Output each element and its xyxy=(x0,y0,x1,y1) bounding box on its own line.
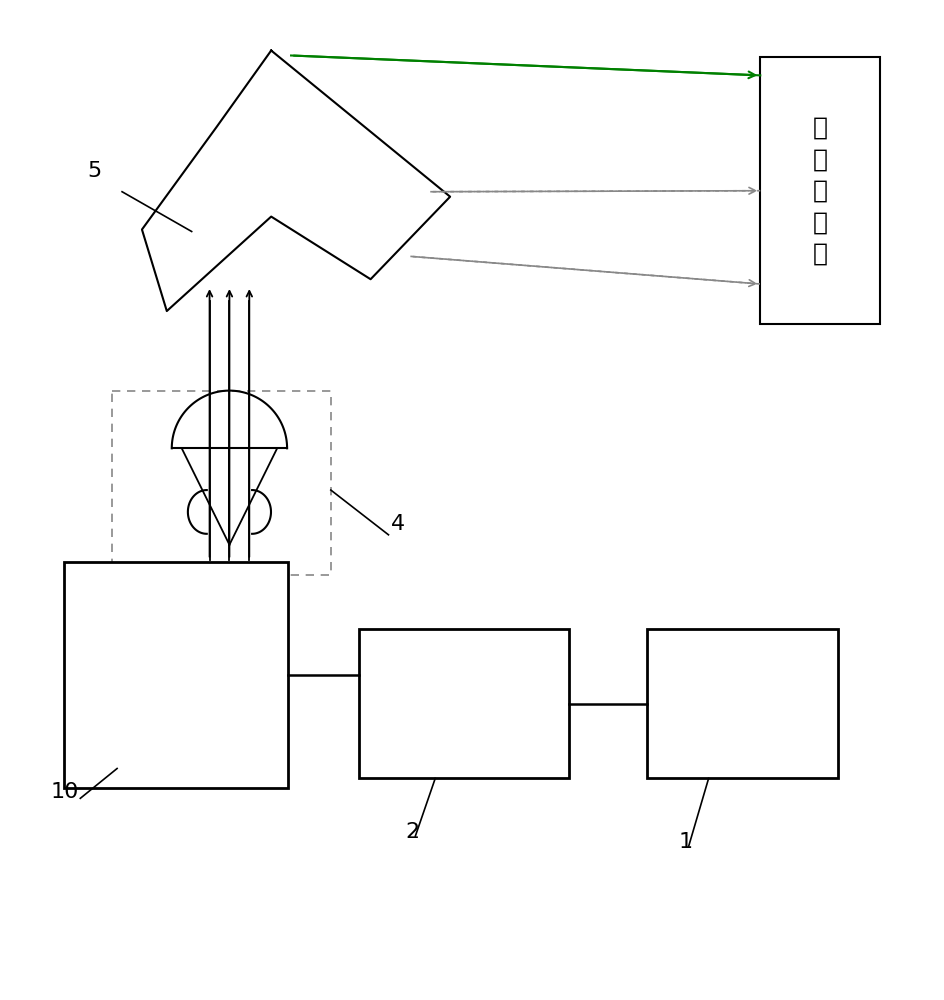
Text: 4: 4 xyxy=(391,514,405,534)
Text: 1: 1 xyxy=(679,832,693,852)
Text: 被
检
测
设
备: 被 检 测 设 备 xyxy=(813,116,828,266)
Bar xyxy=(647,629,838,778)
Text: 10: 10 xyxy=(50,782,79,802)
Bar xyxy=(760,57,880,324)
Bar xyxy=(359,629,569,778)
Text: 2: 2 xyxy=(405,822,419,842)
Bar xyxy=(64,562,288,788)
Bar xyxy=(112,391,330,575)
Text: 5: 5 xyxy=(87,161,102,181)
